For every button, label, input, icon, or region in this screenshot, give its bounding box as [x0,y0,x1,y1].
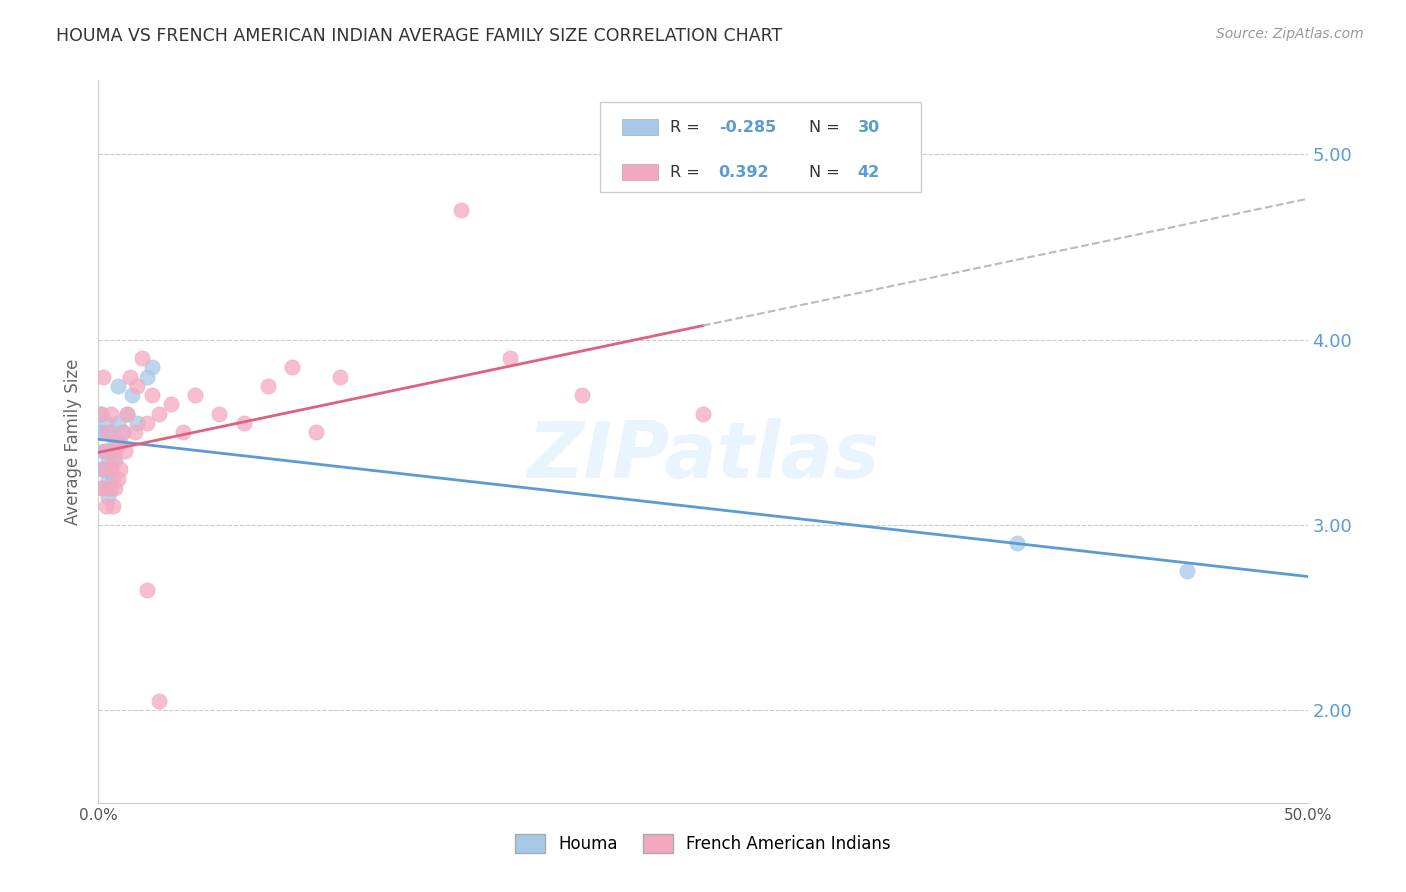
Text: 0.392: 0.392 [718,165,769,180]
Point [141,360,163,375]
Text: N =: N = [810,120,845,135]
Point [184,388,207,402]
Point [94,500,117,514]
Point [91,481,114,495]
Text: HOUMA VS FRENCH AMERICAN INDIAN AVERAGE FAMILY SIZE CORRELATION CHART: HOUMA VS FRENCH AMERICAN INDIAN AVERAGE … [56,27,783,45]
Point [90,425,112,440]
Point [91,462,114,476]
Text: R =: R = [671,165,706,180]
Point [131,351,153,366]
Point [111,425,134,440]
Point [118,369,141,384]
Point [135,582,157,597]
Text: 30: 30 [858,120,880,135]
Point [256,379,278,393]
Point [100,462,122,476]
Point [114,443,136,458]
Point [121,388,143,402]
Point [97,472,120,486]
Point [232,416,254,430]
Legend: Houma, French American Indians: Houma, French American Indians [509,827,897,860]
Point [100,462,122,476]
Point [104,453,127,467]
Point [108,434,131,449]
Point [127,416,149,430]
Point [127,379,149,393]
Point [208,407,231,421]
Point [90,462,112,476]
Point [101,472,124,486]
FancyBboxPatch shape [600,102,921,193]
Point [571,388,593,402]
Point [90,481,112,495]
Point [100,425,122,440]
Point [97,453,120,467]
Point [101,453,124,467]
Text: N =: N = [810,165,845,180]
Point [692,407,714,421]
Point [94,443,117,458]
Y-axis label: Average Family Size: Average Family Size [65,359,83,524]
Point [107,416,129,430]
Point [1175,564,1198,578]
Point [148,694,170,708]
Point [148,407,170,421]
Point [104,443,127,458]
Point [90,407,112,421]
Point [100,481,122,495]
Point [1007,536,1029,550]
Point [172,425,194,440]
Point [160,397,183,411]
Point [104,481,127,495]
Point [141,388,163,402]
Point [108,462,131,476]
Point [117,407,139,421]
Point [97,425,120,440]
Point [135,369,157,384]
Point [91,425,114,440]
Point [91,369,114,384]
Point [450,202,472,217]
Point [97,490,120,504]
Point [281,360,304,375]
Point [124,425,146,440]
Point [94,443,117,458]
Point [107,379,129,393]
Point [94,416,117,430]
Point [498,351,520,366]
Point [117,407,139,421]
Bar [621,120,658,136]
Point [107,472,129,486]
Point [94,462,117,476]
Point [329,369,352,384]
Text: 42: 42 [858,165,880,180]
Point [305,425,328,440]
Text: Source: ZipAtlas.com: Source: ZipAtlas.com [1216,27,1364,41]
Point [91,443,114,458]
Text: -0.285: -0.285 [718,120,776,135]
Point [101,443,124,458]
Text: ZIPatlas: ZIPatlas [527,418,879,494]
Text: R =: R = [671,120,706,135]
Bar [621,164,658,180]
Point [107,434,129,449]
Point [111,425,134,440]
Point [100,407,122,421]
Point [135,416,157,430]
Point [104,434,127,449]
Point [90,407,112,421]
Point [97,481,120,495]
Point [101,500,124,514]
